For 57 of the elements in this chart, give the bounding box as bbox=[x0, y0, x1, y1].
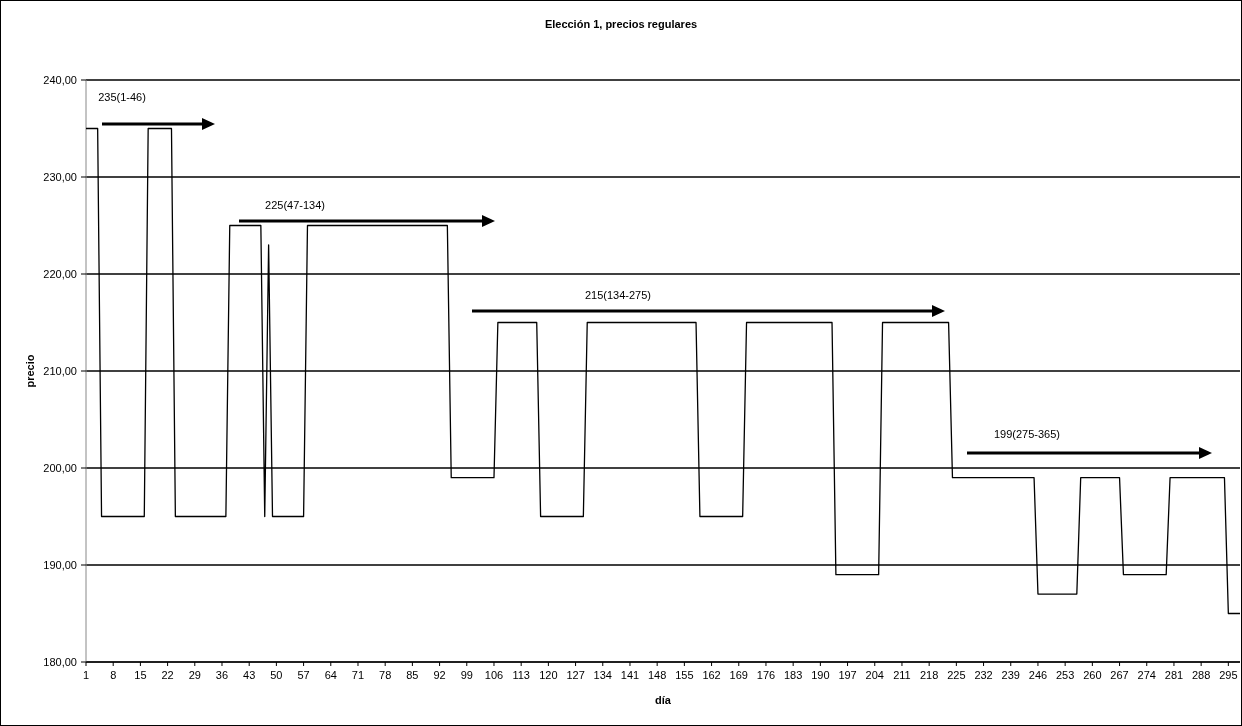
x-tick-label: 71 bbox=[351, 669, 365, 681]
x-tick-label: 43 bbox=[243, 669, 256, 681]
x-tick-label: 267 bbox=[1110, 669, 1129, 681]
x-tick-label: 22 bbox=[161, 669, 174, 681]
x-tick-label: 274 bbox=[1137, 669, 1156, 681]
chart-title: Elección 1, precios regulares bbox=[544, 18, 698, 30]
x-tick-label: 239 bbox=[1001, 669, 1020, 681]
x-tick-label: 204 bbox=[865, 669, 884, 681]
x-tick-label: 127 bbox=[566, 669, 585, 681]
x-tick-label: 1 bbox=[82, 669, 90, 681]
x-tick-label: 197 bbox=[838, 669, 857, 681]
x-tick-label: 85 bbox=[406, 669, 419, 681]
y-tick-label: 240,00 bbox=[43, 73, 77, 86]
annotation: 215(134-275) bbox=[584, 289, 652, 301]
x-tick-label: 169 bbox=[729, 669, 748, 681]
x-tick-label: 36 bbox=[215, 669, 229, 681]
x-tick-label: 190 bbox=[811, 669, 830, 681]
x-tick-label: 120 bbox=[539, 669, 558, 681]
annotation: 225(47-134) bbox=[265, 199, 325, 211]
y-axis-title: precio bbox=[24, 354, 36, 388]
x-tick-label: 141 bbox=[620, 669, 640, 681]
x-tick-label: 50 bbox=[270, 669, 283, 681]
y-tick-label: 210,00 bbox=[43, 364, 77, 377]
x-tick-label: 211 bbox=[893, 669, 911, 681]
x-tick-label: 99 bbox=[460, 669, 473, 681]
y-tick-label: 190,00 bbox=[43, 558, 77, 571]
x-tick-label: 288 bbox=[1191, 669, 1211, 681]
x-tick-label: 281 bbox=[1164, 669, 1184, 681]
x-tick-label: 64 bbox=[324, 669, 337, 681]
x-tick-label: 134 bbox=[593, 669, 612, 681]
annotation: 235(1-46) bbox=[98, 91, 146, 103]
x-tick-label: 57 bbox=[297, 669, 310, 681]
y-tick-label: 230,00 bbox=[43, 170, 77, 183]
x-tick-label: 295 bbox=[1219, 669, 1238, 681]
x-tick-label: 162 bbox=[702, 669, 721, 681]
x-tick-label: 8 bbox=[110, 669, 117, 681]
x-tick-label: 253 bbox=[1055, 669, 1075, 681]
x-tick-label: 225 bbox=[947, 669, 966, 681]
x-axis-title: día bbox=[655, 694, 672, 706]
x-tick-label: 29 bbox=[188, 669, 201, 681]
y-tick-label: 220,00 bbox=[43, 267, 77, 280]
x-tick-label: 155 bbox=[675, 669, 694, 681]
x-tick-label: 183 bbox=[783, 669, 803, 681]
x-tick-label: 218 bbox=[919, 669, 939, 681]
y-tick-label: 200,00 bbox=[43, 461, 77, 474]
x-tick-label: 92 bbox=[433, 669, 446, 681]
y-tick-label: 180,00 bbox=[43, 655, 77, 668]
x-tick-label: 148 bbox=[647, 669, 667, 681]
annotation: 199(275-365) bbox=[993, 428, 1061, 440]
x-tick-label: 176 bbox=[756, 669, 776, 681]
x-tick-label: 113 bbox=[512, 669, 530, 681]
x-tick-label: 106 bbox=[484, 669, 504, 681]
x-tick-label: 232 bbox=[974, 669, 993, 681]
x-tick-label: 78 bbox=[379, 669, 392, 681]
x-tick-label: 260 bbox=[1083, 669, 1102, 681]
x-tick-label: 15 bbox=[134, 669, 147, 681]
x-tick-label: 246 bbox=[1028, 669, 1048, 681]
